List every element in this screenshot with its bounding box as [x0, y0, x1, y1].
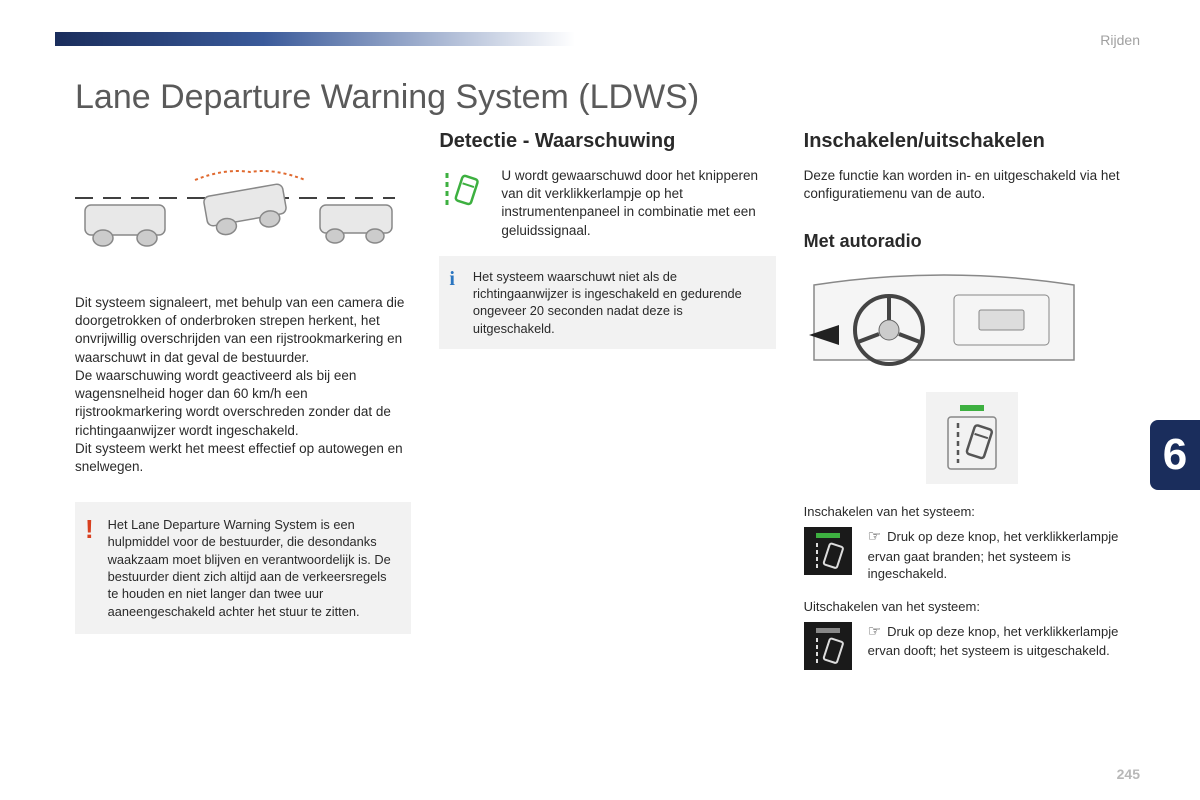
disable-label: Uitschakelen van het systeem: — [804, 599, 1140, 614]
detection-text: U wordt gewaarschuwd door het knipperen … — [501, 167, 775, 240]
column-detection: Detectie - Waarschuwing U wordt gewaarsc… — [439, 130, 775, 686]
pointer-icon: ☞ — [868, 623, 881, 640]
enable-text: ☞Druk op deze knop, het verklikkerlampje… — [868, 527, 1140, 582]
content-columns: Dit systeem signaleert, met behulp van e… — [75, 130, 1140, 686]
detection-title: Detectie - Waarschuwing — [439, 130, 775, 153]
disable-row: ☞Druk op deze knop, het verklikkerlampje… — [804, 622, 1140, 670]
ldws-indicator-icon — [439, 167, 483, 211]
enable-row: ☞Druk op deze knop, het verklikkerlampje… — [804, 527, 1140, 582]
pointer-icon: ☞ — [868, 528, 881, 545]
ldws-button-disabled-icon — [804, 622, 852, 670]
warning-icon: ! — [85, 516, 94, 620]
toggle-intro: Deze functie kan worden in- en uitgescha… — [804, 167, 1140, 203]
with-radio-title: Met autoradio — [804, 231, 1140, 252]
intro-text: Dit systeem signaleert, met behulp van e… — [75, 294, 411, 476]
ldws-button-enabled-icon — [804, 527, 852, 575]
breadcrumb: Rijden — [1100, 32, 1140, 48]
disable-text: ☞Druk op deze knop, het verklikkerlampje… — [868, 622, 1140, 660]
warning-text: Het Lane Departure Warning System is een… — [108, 516, 396, 620]
info-callout: i Het systeem waarschuwt niet als de ric… — [439, 256, 775, 349]
header-gradient-bar — [55, 32, 575, 46]
column-toggle: Inschakelen/uitschakelen Deze functie ka… — [804, 130, 1140, 686]
info-icon: i — [449, 268, 455, 337]
enable-label: Inschakelen van het systeem: — [804, 504, 1140, 519]
dashboard-illustration — [804, 260, 1084, 380]
info-text: Het systeem waarschuwt niet als de richt… — [473, 268, 760, 337]
warning-callout: ! Het Lane Departure Warning System is e… — [75, 502, 411, 634]
chapter-tab: 6 — [1150, 420, 1200, 490]
page-title: Lane Departure Warning System (LDWS) — [75, 78, 699, 117]
page-number: 245 — [1117, 766, 1140, 782]
detection-row: U wordt gewaarschuwd door het knipperen … — [439, 167, 775, 240]
toggle-title: Inschakelen/uitschakelen — [804, 130, 1140, 153]
lane-depart-illustration — [75, 150, 395, 270]
column-intro: Dit systeem signaleert, met behulp van e… — [75, 130, 411, 686]
ldws-button-illustration — [926, 392, 1018, 484]
